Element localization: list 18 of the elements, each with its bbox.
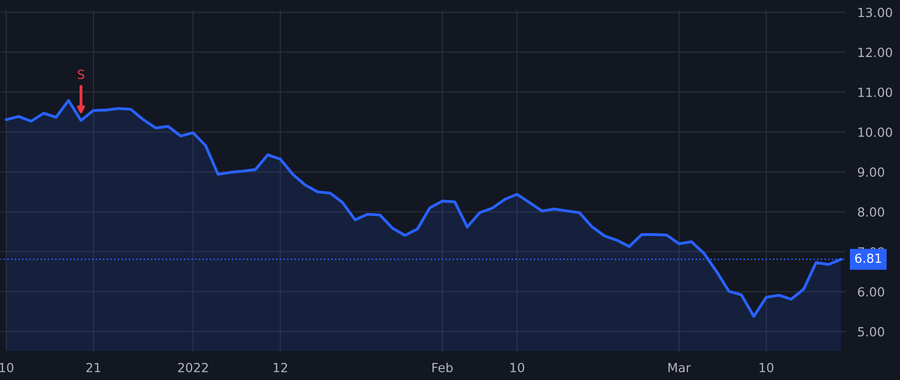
x-tick-label: 12 xyxy=(274,362,288,372)
y-tick-label: 8.00 xyxy=(858,207,884,217)
y-tick-label: 10.00 xyxy=(858,127,892,137)
y-tick-label: 12.00 xyxy=(858,48,892,58)
y-tick-label: 11.00 xyxy=(858,88,892,98)
x-tick-label: 21 xyxy=(86,362,100,372)
x-tick-label: Feb xyxy=(432,362,453,372)
x-tick-label: 10 xyxy=(510,362,524,372)
y-tick-label: 13.00 xyxy=(858,8,892,18)
annotation: S xyxy=(78,70,84,80)
x-tick-label: 10 xyxy=(760,362,774,372)
y-tick-label: 9.00 xyxy=(858,167,884,177)
x-tick-label: Mar xyxy=(668,362,691,372)
y-tick-label: 5.00 xyxy=(858,327,884,336)
ref-line-label: 6.81 xyxy=(855,253,882,263)
x-tick-label: 2022 xyxy=(178,362,208,372)
y-tick-label: 6.00 xyxy=(858,287,884,297)
x-tick-label: 10 xyxy=(0,362,14,372)
